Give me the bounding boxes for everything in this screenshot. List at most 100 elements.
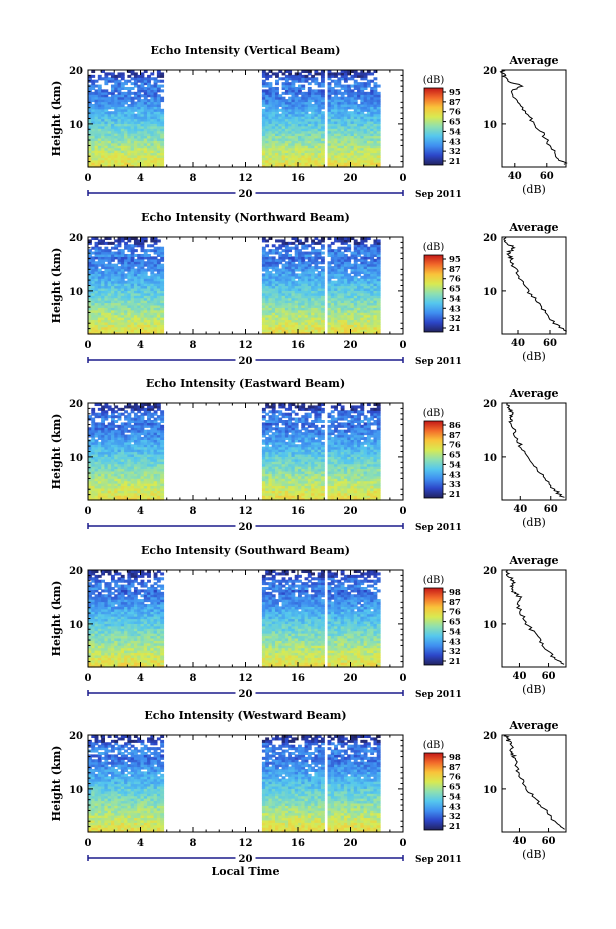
- average-x-tick-label: 40: [508, 171, 522, 182]
- heatmap-cell: [97, 300, 102, 304]
- heatmap-cell: [91, 326, 96, 330]
- heatmap-cell: [117, 324, 122, 328]
- heatmap-cell: [317, 326, 322, 330]
- heatmap-cell: [130, 103, 135, 107]
- heatmap-cell: [314, 96, 319, 100]
- date-suffix: Sep 2011: [415, 190, 462, 200]
- heatmap-cell: [291, 317, 296, 321]
- heatmap-cell: [120, 487, 125, 491]
- heatmap-cell: [268, 329, 273, 333]
- heatmap-cell: [97, 74, 102, 78]
- heatmap-cell: [284, 135, 289, 139]
- heatmap-cell: [101, 412, 106, 416]
- heatmap-cell: [268, 317, 273, 321]
- heatmap-cell: [97, 446, 102, 450]
- heatmap-cell: [120, 103, 125, 107]
- heatmap-cell: [150, 135, 155, 139]
- heatmap-cell: [120, 324, 125, 328]
- heatmap-cell: [130, 152, 135, 156]
- heatmap-cell: [127, 266, 132, 270]
- heatmap-cell: [317, 309, 322, 313]
- heatmap-cell: [88, 427, 92, 431]
- heatmap-cell: [265, 164, 270, 168]
- heatmap-cell: [114, 497, 119, 501]
- heatmap-cell: [288, 133, 293, 137]
- heatmap-cell: [143, 275, 148, 279]
- heatmap-cell: [275, 103, 279, 107]
- heatmap-cell: [353, 268, 358, 272]
- heatmap-cell: [124, 292, 128, 296]
- heatmap-cell: [156, 331, 161, 335]
- heatmap-cell: [304, 123, 309, 127]
- heatmap-cell: [101, 116, 106, 120]
- heatmap-cell: [120, 77, 125, 81]
- heatmap-cell: [317, 312, 322, 316]
- heatmap-cell: [307, 309, 312, 313]
- heatmap-cell: [137, 492, 142, 496]
- heatmap-cell: [347, 89, 352, 93]
- heatmap-cell: [101, 113, 106, 117]
- heatmap-cell: [317, 251, 322, 255]
- heatmap-cell: [334, 128, 338, 132]
- heatmap-cell: [91, 441, 96, 445]
- heatmap-cell: [301, 292, 306, 296]
- heatmap-cell: [327, 86, 332, 90]
- heatmap-cell: [275, 314, 279, 318]
- heatmap-cell: [130, 297, 135, 301]
- heatmap-cell: [107, 135, 112, 139]
- heatmap-cell: [265, 283, 270, 287]
- heatmap-cell: [261, 300, 266, 304]
- heatmap-cell: [281, 103, 286, 107]
- heatmap-cell: [317, 302, 322, 306]
- heatmap-cell: [271, 319, 276, 323]
- heatmap-cell: [347, 309, 352, 313]
- heatmap-cell: [360, 96, 365, 100]
- heatmap-cell: [101, 94, 106, 98]
- heatmap-cell: [117, 84, 122, 88]
- heatmap-cell: [291, 297, 296, 301]
- heatmap-cell: [160, 108, 165, 112]
- heatmap-cell: [265, 307, 270, 311]
- heatmap-cell: [288, 283, 293, 287]
- heatmap-cell: [101, 475, 106, 479]
- heatmap-cell: [137, 258, 142, 262]
- heatmap-cell: [370, 86, 375, 90]
- heatmap-cell: [301, 108, 306, 112]
- heatmap-cell: [366, 147, 371, 151]
- heatmap-cell: [317, 106, 322, 110]
- heatmap-cell: [107, 287, 112, 291]
- heatmap-cell: [294, 135, 299, 139]
- heatmap-cell: [298, 91, 302, 95]
- heatmap-cell: [265, 331, 270, 335]
- heatmap-cell: [150, 86, 155, 90]
- average-y-tick-label: 20: [483, 66, 497, 77]
- heatmap-cell: [153, 307, 158, 311]
- heatmap-cell: [350, 326, 355, 330]
- heatmap-cell: [370, 258, 375, 262]
- heatmap-cell: [133, 154, 138, 158]
- heatmap-cell: [127, 89, 132, 93]
- heatmap-cell: [133, 162, 138, 166]
- heatmap-cell: [350, 297, 355, 301]
- heatmap-cell: [320, 258, 325, 262]
- heatmap-cell: [265, 157, 270, 161]
- heatmap-cell: [370, 321, 375, 325]
- heatmap-cell: [376, 84, 381, 88]
- heatmap-cell: [147, 275, 151, 279]
- heatmap-cell: [363, 99, 368, 103]
- heatmap-cell: [307, 152, 312, 156]
- heatmap-cell: [265, 162, 270, 166]
- heatmap-cell: [304, 273, 309, 277]
- heatmap-cell: [284, 241, 289, 245]
- heatmap-cell: [370, 120, 375, 124]
- heatmap-cell: [156, 128, 161, 132]
- heatmap-cell: [350, 164, 355, 168]
- heatmap-cell: [133, 417, 138, 421]
- heatmap-cell: [127, 419, 132, 423]
- heatmap-cell: [376, 261, 381, 265]
- heatmap-cell: [127, 417, 132, 421]
- heatmap-cell: [143, 329, 148, 333]
- heatmap-cell: [130, 419, 135, 423]
- heatmap-cell: [281, 152, 286, 156]
- heatmap-cell: [275, 137, 279, 141]
